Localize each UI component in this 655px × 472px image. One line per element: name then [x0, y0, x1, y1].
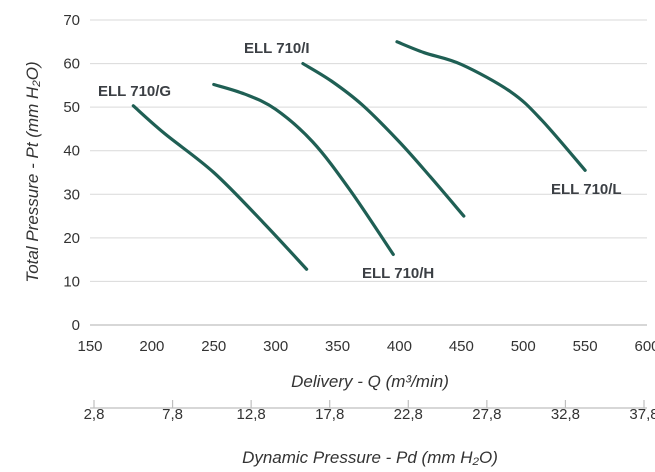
y-tick-label: 10 — [63, 273, 80, 290]
x2-tick-label: 27,8 — [472, 406, 501, 423]
x-tick-label: 500 — [511, 338, 536, 355]
curves — [131, 40, 587, 271]
series-line-ell-710-h — [212, 82, 395, 257]
y-tick-label: 20 — [63, 230, 80, 247]
grid — [90, 19, 647, 282]
x-tick-labels: 150 200 250 300 350 400 450 500 550 600 — [77, 338, 655, 355]
x2-tick-labels: 2,8 7,8 12,8 17,8 22,8 27,8 32,8 37,8 — [84, 400, 655, 423]
x-tick-label: 350 — [325, 338, 350, 355]
y-tick-label: 40 — [63, 143, 80, 160]
x-tick-label: 450 — [449, 338, 474, 355]
x2-tick-label: 32,8 — [551, 406, 580, 423]
x2-tick-label: 12,8 — [237, 406, 266, 423]
x2-tick-label: 22,8 — [394, 406, 423, 423]
series-line-ell-710-l — [395, 40, 587, 172]
x-axis-label: Delivery - Q (m³/min) — [291, 372, 449, 391]
series-label-ell-710-l: ELL 710/L — [551, 181, 622, 198]
y-tick-labels: 0 10 20 30 40 50 60 70 — [63, 12, 80, 334]
x2-tick-label: 2,8 — [84, 406, 105, 423]
series-label-ell-710-h: ELL 710/H — [362, 265, 434, 282]
x-tick-label: 300 — [263, 338, 288, 355]
y-tick-label: 50 — [63, 99, 80, 116]
y-tick-label: 70 — [63, 12, 80, 29]
x-tick-label: 600 — [634, 338, 655, 355]
x-tick-label: 550 — [573, 338, 598, 355]
y-axis-label: Total Pressure - Pt (mm H₂O) — [23, 61, 42, 282]
series-label-ell-710-g: ELL 710/G — [98, 83, 171, 100]
x-tick-label: 400 — [387, 338, 412, 355]
x2-tick-label: 37,8 — [629, 406, 655, 423]
x-tick-label: 200 — [139, 338, 164, 355]
axes — [90, 324, 647, 409]
x2-axis-label: Dynamic Pressure - Pd (mm H₂O) — [242, 448, 498, 467]
x-tick-label: 250 — [201, 338, 226, 355]
x2-tick-label: 7,8 — [162, 406, 183, 423]
series-line-ell-710-g — [131, 104, 309, 271]
x-tick-label: 150 — [77, 338, 102, 355]
x2-tick-label: 17,8 — [315, 406, 344, 423]
series-label-ell-710-i: ELL 710/I — [244, 40, 310, 57]
y-tick-label: 30 — [63, 186, 80, 203]
y-tick-label: 60 — [63, 56, 80, 73]
y-tick-label: 0 — [72, 317, 80, 334]
series-line-ell-710-i — [301, 61, 466, 218]
